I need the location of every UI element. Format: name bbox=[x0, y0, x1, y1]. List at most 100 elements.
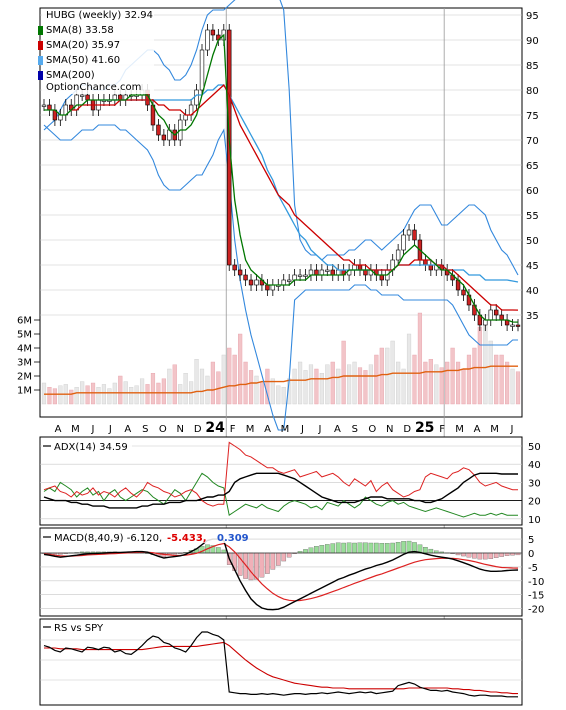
month-label: D bbox=[194, 424, 202, 435]
candle-body bbox=[308, 269, 314, 276]
month-label: M bbox=[490, 424, 499, 435]
volume-bar bbox=[483, 319, 488, 405]
macd-panel: 5 0 -5 -10 -15 -20 MACD(8,40,9) -6.120, -5.433,… bbox=[39, 527, 544, 617]
volume-bar bbox=[434, 364, 439, 405]
volume-tick-label: 4M bbox=[17, 344, 32, 355]
macd-histogram-bar bbox=[390, 542, 395, 554]
price-tick-label: 45 bbox=[526, 261, 539, 272]
macd-histogram-bar bbox=[374, 542, 379, 554]
candle-body bbox=[243, 274, 248, 281]
month-label: 25 bbox=[415, 420, 434, 436]
candle-body bbox=[461, 289, 466, 296]
volume-bar bbox=[232, 354, 237, 405]
volume-bar bbox=[505, 361, 510, 405]
volume-tick-label: 2M bbox=[17, 372, 32, 383]
volume-bar bbox=[52, 388, 57, 405]
candle-body bbox=[494, 309, 499, 316]
macd-histogram-bar bbox=[319, 545, 325, 554]
volume-bar bbox=[281, 387, 286, 405]
watermark-text: OptionChance.com bbox=[46, 82, 141, 93]
macd-histogram-bar bbox=[346, 542, 352, 554]
volume-bar bbox=[47, 387, 52, 405]
candle-body bbox=[161, 134, 167, 141]
month-label: A bbox=[124, 424, 131, 435]
adx-label-backdrop bbox=[42, 439, 132, 452]
volume-bar bbox=[107, 388, 112, 405]
price-tick-label: 40 bbox=[526, 286, 539, 297]
volume-bar bbox=[69, 389, 74, 405]
volume-bar bbox=[129, 387, 134, 405]
volume-bar bbox=[276, 385, 281, 405]
candle-body bbox=[510, 324, 515, 327]
macd-tick-label: -20 bbox=[528, 605, 544, 616]
month-label: M bbox=[455, 424, 464, 435]
month-label: J bbox=[300, 424, 304, 435]
volume-bar bbox=[85, 385, 90, 405]
month-label: N bbox=[176, 424, 183, 435]
candle-body bbox=[428, 264, 434, 271]
candle-body bbox=[395, 249, 401, 261]
volume-bar bbox=[199, 368, 205, 405]
macd-histogram-bar bbox=[259, 552, 265, 578]
adx-tick-label: 50 bbox=[528, 442, 541, 453]
candle-body bbox=[58, 114, 63, 121]
volume-bar bbox=[472, 347, 477, 405]
legend-label: SMA(20) 35.97 bbox=[46, 40, 120, 51]
macd-histogram-bar bbox=[335, 542, 341, 554]
legend-swatch bbox=[38, 26, 43, 35]
rs-label-backdrop bbox=[42, 621, 104, 634]
month-label: O bbox=[159, 424, 167, 435]
volume-bar bbox=[308, 364, 314, 405]
candle-body bbox=[515, 324, 521, 327]
volume-bar bbox=[118, 375, 123, 405]
candle-body bbox=[248, 279, 254, 286]
rs-frame bbox=[39, 618, 523, 706]
macd-histogram-bar bbox=[303, 549, 308, 554]
candle-body bbox=[406, 229, 412, 236]
volume-bar bbox=[412, 354, 417, 405]
volume-bar bbox=[325, 364, 330, 405]
volume-bar bbox=[347, 364, 352, 405]
month-label: A bbox=[334, 424, 341, 435]
candle-body bbox=[270, 284, 276, 291]
candle-body bbox=[47, 104, 52, 111]
volume-bar bbox=[183, 373, 188, 405]
legend-label: SMA(50) 41.60 bbox=[46, 55, 120, 66]
candle-body bbox=[325, 269, 330, 272]
volume-bar bbox=[134, 385, 139, 405]
macd-tick-label: 5 bbox=[528, 535, 534, 546]
candle-body bbox=[85, 94, 90, 101]
legend-swatch bbox=[38, 56, 43, 65]
volume-bar bbox=[330, 361, 335, 405]
macd-histogram-bar bbox=[341, 542, 346, 554]
volume-bar bbox=[445, 361, 450, 405]
volume-bar bbox=[297, 361, 303, 405]
plus-di-line bbox=[43, 472, 518, 518]
volume-bar bbox=[172, 364, 177, 405]
price-tick-label: 70 bbox=[526, 136, 539, 147]
volume-bar bbox=[270, 378, 275, 405]
candle-body bbox=[330, 269, 335, 276]
volume-bar bbox=[210, 361, 215, 405]
adx-line bbox=[43, 472, 518, 509]
month-label: M bbox=[246, 424, 255, 435]
volume-bar bbox=[139, 378, 145, 405]
price-tick-label: 50 bbox=[526, 236, 539, 247]
macd-histogram-bar bbox=[499, 552, 504, 557]
volume-bar bbox=[292, 368, 297, 405]
candle-body bbox=[79, 94, 85, 97]
adx-tick-label: 20 bbox=[528, 497, 541, 508]
volume-bar bbox=[341, 340, 346, 405]
volume-tick-label: 6M bbox=[17, 316, 32, 327]
rs-ma-line bbox=[44, 641, 518, 695]
volume-tick-label: 5M bbox=[17, 330, 32, 341]
macd-histogram-bar bbox=[423, 547, 428, 554]
month-label: N bbox=[386, 424, 393, 435]
macd-histogram-bar bbox=[477, 552, 483, 560]
band-lower-line bbox=[43, 124, 518, 431]
candle-body bbox=[265, 284, 270, 291]
month-label: 24 bbox=[205, 420, 225, 436]
volume-bar bbox=[161, 378, 166, 405]
macd-histogram-bar bbox=[352, 542, 357, 554]
adx-tick-label: 30 bbox=[528, 478, 541, 489]
